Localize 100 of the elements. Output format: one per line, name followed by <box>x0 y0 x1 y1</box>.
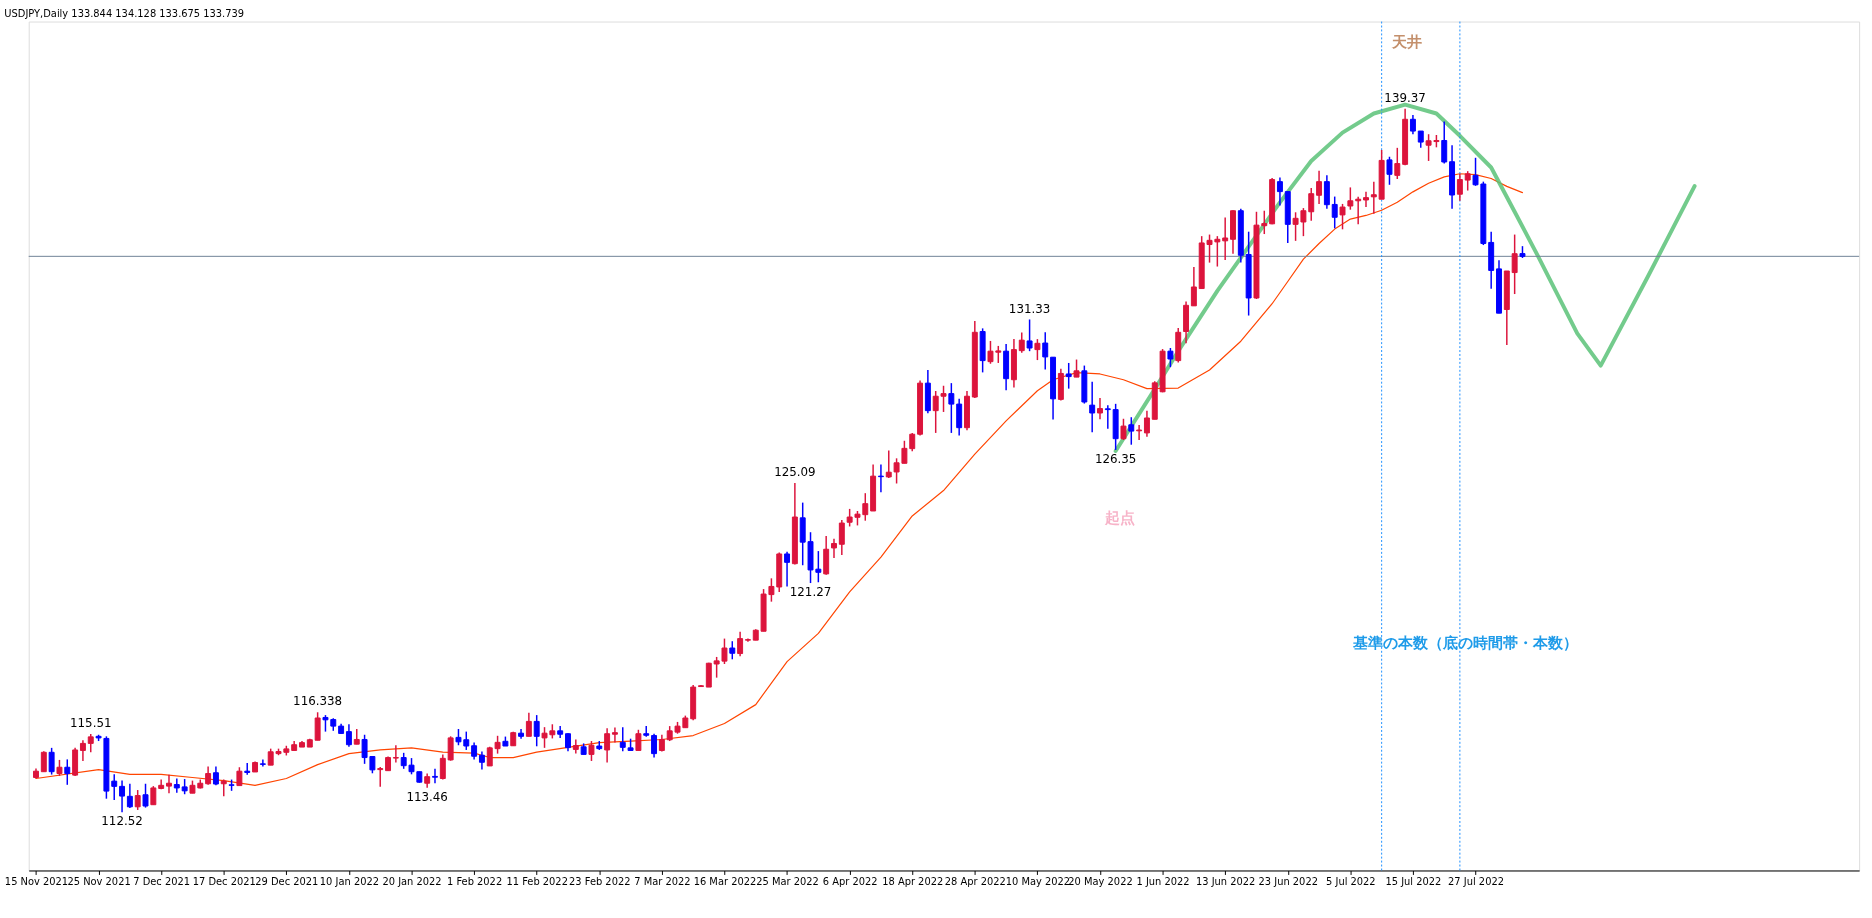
candlestick <box>1323 174 1330 210</box>
candlestick <box>651 732 658 759</box>
candlestick <box>831 538 837 559</box>
candlestick <box>1042 331 1049 371</box>
candlestick <box>1143 409 1150 438</box>
candlestick <box>126 783 133 809</box>
candlestick <box>1167 347 1174 368</box>
annotation: 112.52 <box>101 814 143 829</box>
candlestick <box>784 551 791 588</box>
x-tick-label: 29 Dec 2021 <box>255 875 319 887</box>
x-tick-label: 5 Jul 2022 <box>1326 875 1376 887</box>
candlestick <box>525 712 532 738</box>
annotation: 139.37 <box>1384 90 1426 105</box>
x-tick-label: 11 Feb 2022 <box>506 875 568 887</box>
annotation: 起点 <box>1104 509 1136 527</box>
candlestick <box>345 723 352 748</box>
candlestick <box>705 661 712 688</box>
candlestick <box>1190 266 1197 307</box>
candlestick <box>205 765 212 786</box>
annotation: 121.27 <box>789 584 832 599</box>
x-tick-label: 16 Mar 2022 <box>693 875 757 887</box>
x-tick-label: 23 Jun 2022 <box>1258 875 1318 887</box>
candlestick <box>588 740 595 762</box>
candlestick <box>1511 233 1518 295</box>
x-tick-label: 20 Jan 2022 <box>382 875 442 887</box>
candlestick <box>948 382 955 434</box>
candlestick <box>439 753 446 781</box>
candlestick <box>729 640 736 661</box>
x-tick-label: 1 Feb 2022 <box>447 875 503 887</box>
x-tick-label: 7 Dec 2021 <box>133 875 191 887</box>
x-tick-label: 25 Nov 2021 <box>67 875 131 887</box>
candlestick <box>377 766 384 788</box>
x-tick-label: 17 Dec 2021 <box>192 875 256 887</box>
x-tick-label: 6 Apr 2022 <box>822 875 878 887</box>
candlestick <box>877 463 884 493</box>
candlestick <box>142 783 149 809</box>
candlestick <box>572 738 579 755</box>
x-tick-label: 27 Jul 2022 <box>1448 875 1504 887</box>
candlestick <box>611 726 618 744</box>
x-tick-label: 23 Feb 2022 <box>569 875 631 887</box>
candlestick <box>119 779 126 814</box>
candlestick <box>643 725 650 738</box>
annotation: 131.33 <box>1008 301 1051 316</box>
candlestick <box>1276 176 1283 207</box>
annotation: 基準の本数（底の時間帯・本数） <box>1351 633 1578 651</box>
candlestick <box>565 732 571 752</box>
annotation: 113.46 <box>406 789 448 804</box>
x-tick-label: 1 Jun 2022 <box>1136 875 1190 887</box>
candlestick <box>1026 318 1033 352</box>
x-tick-label: 7 Mar 2022 <box>634 875 691 887</box>
candlestick <box>478 750 485 771</box>
candlestick <box>1128 416 1135 446</box>
x-tick-label: 28 Apr 2022 <box>944 875 1006 887</box>
annotation: 115.51 <box>70 716 112 731</box>
candlestick <box>150 785 157 806</box>
candlestick <box>79 739 86 762</box>
candlestick <box>244 762 251 776</box>
candlestick <box>1456 173 1463 202</box>
candlestick <box>1441 120 1448 165</box>
candlestick <box>1316 169 1323 205</box>
candlestick <box>1409 114 1416 135</box>
x-tick-label: 15 Nov 2021 <box>4 875 69 887</box>
x-tick-label: 13 Jun 2022 <box>1195 875 1256 887</box>
annotation: 116.338 <box>293 694 343 709</box>
candlestick <box>1331 195 1338 230</box>
x-tick-label: 18 Apr 2022 <box>882 875 944 887</box>
candlestick <box>1034 338 1041 361</box>
candlestick <box>40 750 47 773</box>
candlestick <box>314 711 321 741</box>
candlestick <box>737 631 744 657</box>
x-tick-label: 10 Jan 2022 <box>319 875 380 887</box>
x-tick-label: 15 Jul 2022 <box>1385 875 1442 887</box>
candlestick <box>236 766 243 787</box>
candlestick <box>1018 331 1025 354</box>
x-tick-label: 25 Mar 2022 <box>756 875 819 887</box>
annotation: 126.35 <box>1094 451 1137 466</box>
candlestick <box>48 747 55 776</box>
candlestick <box>1370 180 1377 215</box>
candlestick <box>432 768 438 784</box>
candlestick <box>533 714 540 748</box>
candlestick <box>1120 418 1127 441</box>
x-tick-label: 20 May 2022 <box>1068 875 1133 887</box>
candlestick <box>1394 147 1401 180</box>
candlestick <box>87 733 94 754</box>
candlestick <box>1363 191 1369 208</box>
candlestick <box>838 519 845 556</box>
candlestick <box>1097 397 1103 421</box>
candlestick <box>1386 156 1393 186</box>
candlestick <box>604 727 611 764</box>
candlestick <box>1065 362 1072 390</box>
candlestick <box>447 735 454 762</box>
candlestick <box>134 789 141 811</box>
chart-title: USDJPY,Daily 133.844 134.128 133.675 133.739 <box>4 8 245 20</box>
candlestick <box>1089 381 1096 433</box>
candlestick <box>1464 170 1471 192</box>
annotation: 天井 <box>1390 33 1422 51</box>
candlestick <box>64 758 71 786</box>
candlestick <box>259 758 266 768</box>
candlestick <box>956 398 963 437</box>
annotation: 125.09 <box>774 465 816 480</box>
